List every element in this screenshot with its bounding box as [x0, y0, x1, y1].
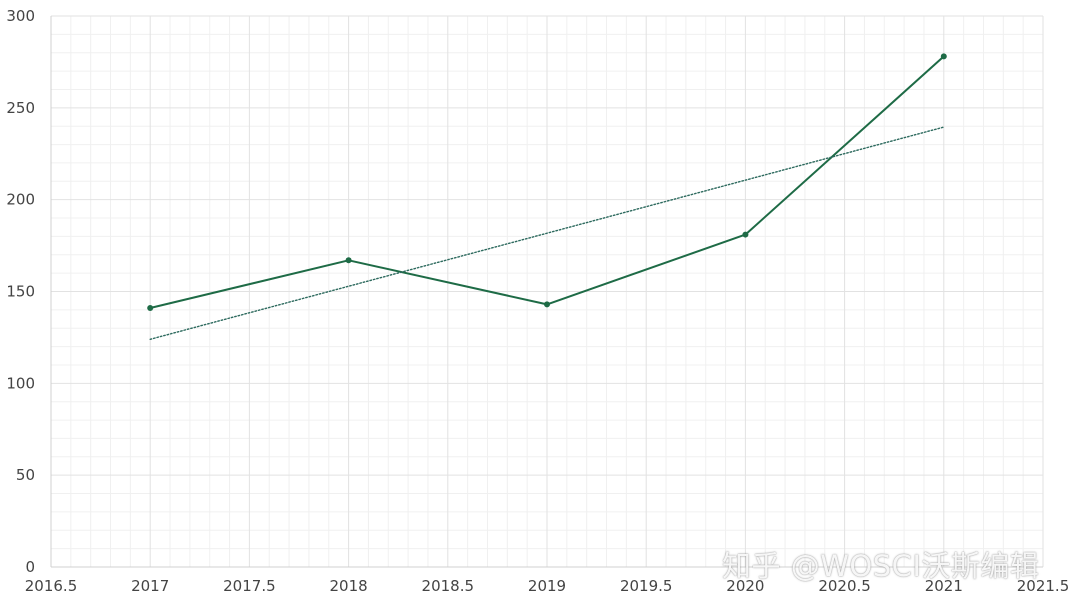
x-tick-label: 2019.5: [620, 577, 673, 595]
y-tick-labels: 0 50 100 150 200 250 300: [6, 7, 35, 576]
data-point: [742, 231, 749, 238]
y-tick-label: 50: [16, 466, 35, 484]
series-layer: [147, 53, 947, 340]
y-tick-label: 300: [6, 7, 35, 25]
x-tick-label: 2021: [925, 577, 963, 595]
major-grid: [50, 15, 1044, 568]
x-tick-label: 2019: [528, 577, 566, 595]
x-tick-label: 2017.5: [223, 577, 276, 595]
y-tick-label: 250: [6, 99, 35, 117]
y-tick-label: 200: [6, 191, 35, 209]
data-point: [940, 53, 947, 60]
x-tick-labels: 2016.5 2017 2017.5 2018 2018.5 2019 2019.5 2020…: [25, 577, 1070, 595]
x-tick-label: 2016.5: [25, 577, 78, 595]
x-tick-label: 2018.5: [422, 577, 475, 595]
watermark-text: 知乎 @WOSCI沃斯编辑: [722, 549, 1040, 583]
data-point: [544, 301, 550, 308]
y-tick-label: 150: [6, 283, 35, 301]
x-tick-label: 2017: [131, 577, 169, 595]
x-tick-label: 2020.5: [818, 577, 871, 595]
x-tick-label: 2018: [330, 577, 368, 595]
data-point: [345, 257, 352, 264]
data-point: [147, 305, 154, 312]
x-tick-label: 2020: [726, 577, 764, 595]
axes: [50, 16, 1043, 568]
y-tick-label: 100: [6, 374, 35, 392]
x-tick-label: 2021.5: [1017, 577, 1070, 595]
trendline: [149, 126, 945, 340]
y-tick-label: 0: [25, 558, 35, 576]
